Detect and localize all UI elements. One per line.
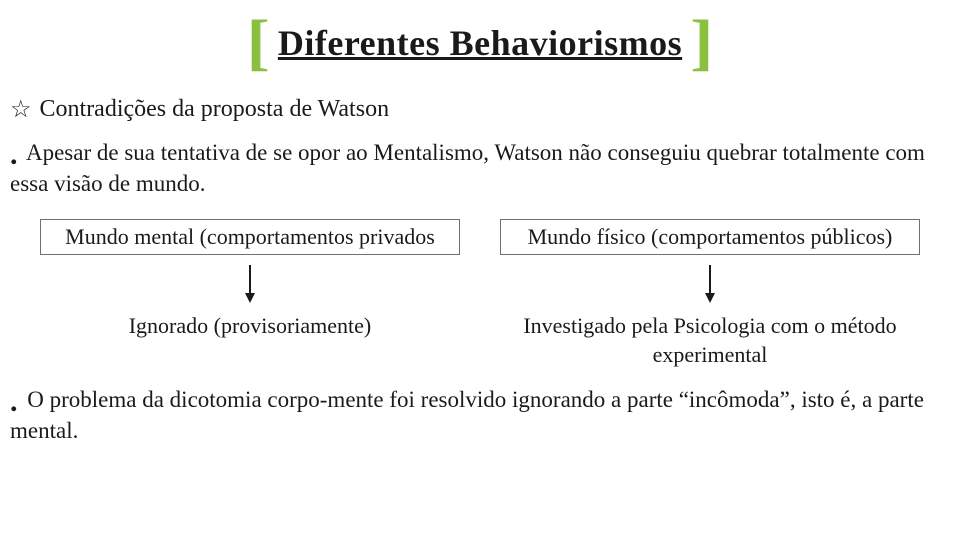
title-bar: [ Diferentes Behaviorismos ] (0, 0, 960, 78)
page-title: Diferentes Behaviorismos (278, 22, 682, 64)
columns-wrap: Mundo mental (comportamentos privados Ig… (0, 209, 960, 370)
bullet-dot: . (10, 138, 18, 171)
bracket-left: [ (247, 12, 270, 75)
bullet-dot: . (10, 385, 18, 418)
column-right: Mundo físico (comportamentos públicos) I… (500, 219, 920, 370)
box-left: Mundo mental (comportamentos privados (40, 219, 460, 255)
box-right: Mundo físico (comportamentos públicos) (500, 219, 920, 255)
paragraph-1: . Apesar de sua tentativa de se opor ao … (0, 133, 960, 209)
bracket-right: ] (690, 12, 713, 75)
star-icon: ☆ (10, 98, 32, 122)
paragraph-2-text: O problema da dicotomia corpo-mente foi … (10, 387, 924, 443)
paragraph-1-text: Apesar de sua tentativa de se opor ao Me… (10, 140, 925, 196)
section-heading: ☆ Contradições da proposta de Watson (0, 78, 960, 133)
arrow-down-icon (243, 265, 257, 303)
section-heading-text: Contradições da proposta de Watson (40, 96, 390, 123)
result-left: Ignorado (provisoriamente) (40, 311, 460, 341)
arrow-down-icon (703, 265, 717, 303)
column-left: Mundo mental (comportamentos privados Ig… (40, 219, 460, 370)
paragraph-2: . O problema da dicotomia corpo-mente fo… (0, 370, 960, 446)
result-right: Investigado pela Psicologia com o método… (500, 311, 920, 370)
